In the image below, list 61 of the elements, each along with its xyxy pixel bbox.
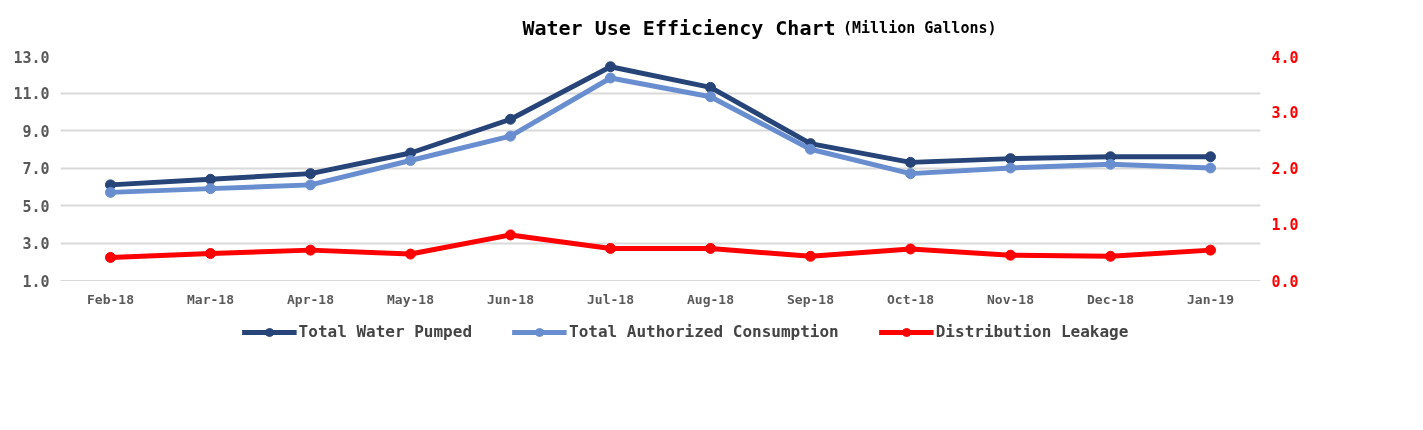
x-tick-label: Aug-18 [687, 291, 735, 307]
x-tick-label: Jul-18 [587, 291, 635, 307]
point [605, 72, 616, 84]
y-tick-label: 13.0 [13, 48, 50, 67]
point [305, 244, 316, 256]
x-tick-label: Jan-19 [1187, 291, 1234, 307]
point [1005, 153, 1016, 165]
x-tick-label: Feb-18 [87, 291, 135, 307]
x-tick-label: Dec-18 [1087, 291, 1135, 307]
y-tick-label: 11.0 [13, 85, 50, 103]
point [1105, 250, 1116, 262]
point [705, 242, 716, 254]
x-tick-label: May-18 [387, 291, 435, 307]
point [605, 242, 616, 254]
y2-tick-label: 1.0 [1271, 216, 1299, 235]
point [705, 81, 716, 93]
point [905, 156, 916, 168]
point [505, 130, 516, 142]
y2-tick-label: 2.0 [1271, 160, 1299, 178]
point [105, 251, 116, 263]
point [205, 173, 216, 185]
point [305, 168, 316, 180]
point [1005, 249, 1016, 261]
point [305, 179, 316, 191]
point [405, 248, 416, 260]
y-tick-label: 3.0 [22, 235, 50, 253]
point [1105, 158, 1116, 170]
point [1205, 151, 1216, 163]
y2-tick-label: 4.0 [1271, 48, 1299, 67]
point [105, 186, 116, 198]
chart-title: Water Use Efficiency Chart [522, 16, 836, 40]
point [805, 143, 816, 155]
point [405, 155, 416, 166]
point [505, 229, 516, 241]
point [905, 243, 916, 255]
point [1205, 162, 1216, 174]
y2-tick-label: 3.0 [1271, 103, 1299, 122]
chart-subtitle: (Million Gallons) [843, 19, 997, 37]
x-tick-label: Apr-18 [287, 291, 335, 307]
x-tick-label: Sep-18 [787, 291, 835, 307]
legend-label: Total Water Pumped [298, 322, 473, 341]
point [605, 61, 616, 73]
point [205, 248, 216, 259]
legend-label: Distribution Leakage [935, 322, 1129, 341]
x-tick-label: Oct-18 [887, 291, 935, 307]
point [1005, 162, 1016, 174]
y-tick-label: 9.0 [22, 122, 50, 141]
y-tick-label: 7.0 [22, 160, 50, 178]
y-tick-label: 5.0 [22, 197, 50, 216]
legend-label: Total Authorized Consumption [569, 322, 839, 341]
y2-tick-label: 0.0 [1271, 272, 1299, 291]
y-tick-label: 1.0 [22, 272, 50, 291]
point [1205, 244, 1216, 256]
point [705, 91, 716, 103]
point [805, 250, 816, 262]
point [505, 113, 516, 125]
point [205, 183, 216, 195]
x-tick-label: Mar-18 [187, 291, 235, 307]
x-tick-label: Jun-18 [487, 291, 535, 307]
point [905, 168, 916, 180]
x-tick-label: Nov-18 [987, 291, 1035, 307]
